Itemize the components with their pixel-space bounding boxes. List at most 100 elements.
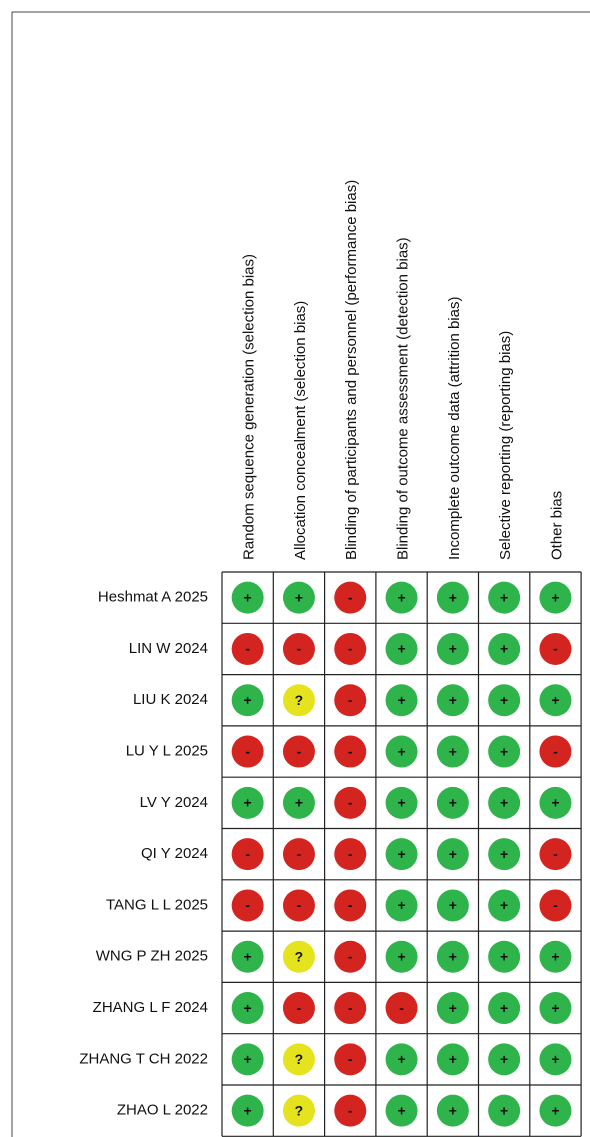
judgment-dot <box>436 684 469 717</box>
judgment-dot <box>539 838 572 871</box>
judgment-dot <box>539 992 572 1025</box>
judgment-dot <box>231 889 264 922</box>
judgment-dot <box>231 940 264 973</box>
judgment-dot <box>488 632 521 665</box>
judgment-symbol: - <box>399 1000 404 1016</box>
judgment-dot <box>436 992 469 1025</box>
judgment-symbol: + <box>397 948 405 964</box>
study-label: LIN W 2024 <box>129 640 208 657</box>
judgment-dot <box>282 838 315 871</box>
judgment-dot <box>385 735 418 768</box>
judgment-dot <box>334 581 367 614</box>
judgment-symbol: - <box>553 641 558 657</box>
column-header: Random sequence generation (selection bi… <box>241 254 258 560</box>
judgment-symbol: - <box>245 641 250 657</box>
judgment-dot <box>334 786 367 819</box>
judgment-symbol: ? <box>295 1102 304 1118</box>
judgment-dot <box>539 735 572 768</box>
judgment-symbol: + <box>449 1102 457 1118</box>
judgment-dot <box>231 786 264 819</box>
judgment-symbol: + <box>449 846 457 862</box>
judgment-dot <box>282 889 315 922</box>
judgment-dot <box>334 1043 367 1076</box>
judgment-dot <box>436 632 469 665</box>
judgment-symbol: + <box>500 692 508 708</box>
judgment-symbol: + <box>551 589 559 605</box>
judgment-symbol: - <box>348 795 353 811</box>
judgment-symbol: + <box>500 1051 508 1067</box>
judgment-dot <box>488 889 521 922</box>
judgment-dot <box>385 1043 418 1076</box>
judgment-symbol: + <box>449 948 457 964</box>
judgment-symbol: + <box>449 743 457 759</box>
judgment-symbol: - <box>245 846 250 862</box>
judgment-symbol: + <box>244 1051 252 1067</box>
judgment-symbol: - <box>348 1051 353 1067</box>
judgment-symbol: + <box>500 589 508 605</box>
judgment-symbol: + <box>500 846 508 862</box>
judgment-dot <box>282 632 315 665</box>
judgment-symbol: - <box>297 641 302 657</box>
judgment-symbol: + <box>295 589 303 605</box>
judgment-symbol: + <box>397 589 405 605</box>
judgment-symbol: - <box>348 948 353 964</box>
judgment-symbol: ? <box>295 692 304 708</box>
judgment-dot <box>436 735 469 768</box>
judgment-dot <box>334 940 367 973</box>
judgment-symbol: + <box>397 1102 405 1118</box>
judgment-dot <box>334 735 367 768</box>
judgment-dot <box>488 992 521 1025</box>
judgment-dot <box>539 1094 572 1127</box>
judgment-dot <box>488 1094 521 1127</box>
judgment-symbol: - <box>348 1102 353 1118</box>
judgment-symbol: - <box>245 897 250 913</box>
judgment-symbol: + <box>449 589 457 605</box>
judgment-symbol: - <box>348 641 353 657</box>
judgment-dot <box>436 581 469 614</box>
judgment-symbol: + <box>449 641 457 657</box>
judgment-dot <box>539 940 572 973</box>
judgment-dot <box>539 786 572 819</box>
judgment-dot <box>334 889 367 922</box>
judgment-dot <box>488 581 521 614</box>
judgment-symbol: + <box>397 897 405 913</box>
judgment-symbol: - <box>297 1000 302 1016</box>
judgment-dot <box>539 581 572 614</box>
judgment-symbol: + <box>397 846 405 862</box>
study-label: Heshmat A 2025 <box>98 589 208 606</box>
judgment-dot <box>385 889 418 922</box>
judgment-dot <box>231 735 264 768</box>
judgment-dot <box>436 786 469 819</box>
judgment-symbol: - <box>553 897 558 913</box>
judgment-symbol: + <box>500 641 508 657</box>
judgment-symbol: + <box>449 1051 457 1067</box>
judgment-symbol: + <box>449 692 457 708</box>
judgment-dot <box>539 684 572 717</box>
judgment-symbol: + <box>551 1102 559 1118</box>
judgment-symbol: + <box>551 692 559 708</box>
judgment-symbol: + <box>551 1000 559 1016</box>
judgment-symbol: - <box>297 846 302 862</box>
judgment-symbol: + <box>397 1051 405 1067</box>
judgment-symbol: + <box>551 795 559 811</box>
judgment-symbol: - <box>348 846 353 862</box>
judgment-symbol: - <box>297 897 302 913</box>
judgment-dot <box>436 838 469 871</box>
judgment-symbol: + <box>397 743 405 759</box>
judgment-dot <box>334 632 367 665</box>
study-label: QI Y 2024 <box>141 845 208 862</box>
judgment-symbol: + <box>244 1102 252 1118</box>
study-label: LV Y 2024 <box>140 794 208 811</box>
judgment-dot <box>282 786 315 819</box>
study-label: WNG P ZH 2025 <box>96 948 208 965</box>
judgment-symbol: + <box>500 795 508 811</box>
judgment-dot <box>385 581 418 614</box>
judgment-symbol: + <box>244 948 252 964</box>
judgment-dot <box>231 684 264 717</box>
judgment-dot <box>385 1094 418 1127</box>
judgment-symbol: + <box>244 589 252 605</box>
judgment-dot <box>282 992 315 1025</box>
column-header: Blinding of outcome assessment (detectio… <box>395 237 412 560</box>
judgment-dot <box>231 632 264 665</box>
